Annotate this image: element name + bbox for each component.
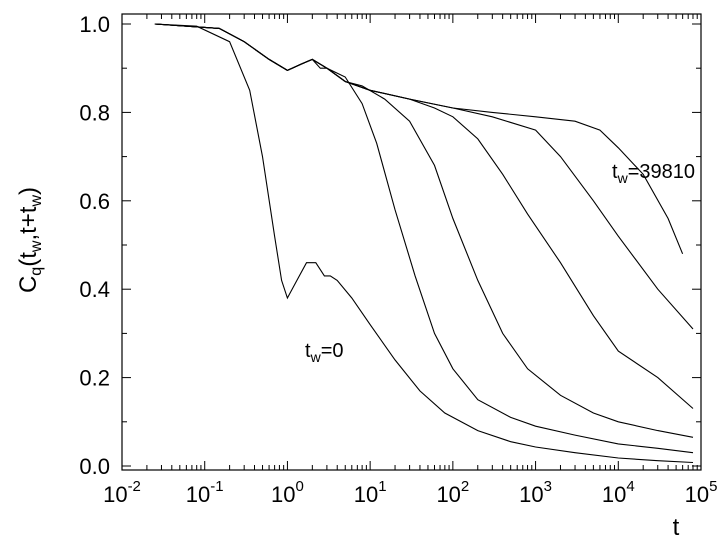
y-tick-label: 0.2 (79, 366, 110, 391)
y-title-mid: ,t+t (15, 206, 42, 240)
x-axis-title: t (673, 514, 680, 541)
annotation-tw-0: tw=0 (305, 340, 344, 365)
curve-2 (154, 23, 694, 438)
y-title-base: C (15, 276, 42, 293)
x-tick-label: 105 (685, 478, 718, 507)
x-tick-label: 100 (271, 478, 304, 507)
y-title-sub1: q (28, 267, 45, 276)
annotation-tw-39810: tw=39810 (612, 161, 695, 186)
y-tick-label: 1.0 (79, 12, 110, 37)
curve-5 (154, 23, 684, 255)
x-tick-label: 102 (436, 478, 469, 507)
x-tick-label: 10-2 (103, 478, 141, 507)
y-axis-ticks: 0.0 0.2 0.4 0.6 0.8 1.0 (79, 12, 701, 479)
y-title-open: (t (15, 252, 42, 267)
y-tick-label: 0.6 (79, 189, 110, 214)
y-axis-title: Cq(tw,t+tw) (15, 187, 45, 293)
x-tick-label: 101 (354, 478, 387, 507)
y-title-sub3: w (28, 195, 45, 208)
curve-3 (154, 23, 694, 409)
x-tick-label: 104 (602, 478, 635, 507)
x-tick-label: 10-1 (186, 478, 224, 507)
plot-frame (121, 13, 702, 471)
y-title-close: ) (15, 187, 42, 195)
x-axis-ticks: 10-2 10-1 100 101 102 103 104 105 (103, 14, 717, 507)
x-tick-label: 103 (519, 478, 552, 507)
y-tick-label: 0.4 (79, 277, 110, 302)
curves (154, 23, 694, 464)
y-title-sub2: w (28, 240, 45, 253)
plot-border (121, 13, 702, 471)
curve-1 (154, 23, 694, 454)
curve-0 (154, 23, 694, 464)
y-tick-label: 0.0 (79, 454, 110, 479)
y-tick-label: 0.8 (79, 100, 110, 125)
